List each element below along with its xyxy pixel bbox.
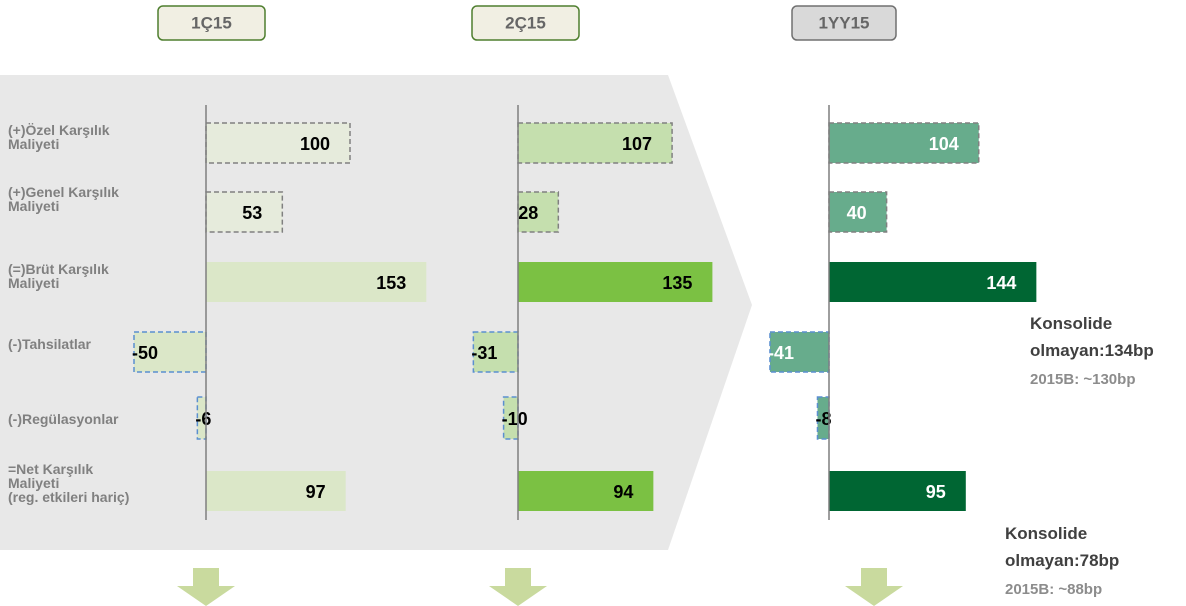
value-label: 40 <box>847 203 867 223</box>
bar <box>205 191 284 233</box>
annotation-note: 2015B: ~130bp <box>1030 371 1135 388</box>
bar <box>196 396 207 440</box>
bar <box>518 262 713 302</box>
bar <box>133 331 207 373</box>
bar <box>769 331 830 373</box>
category-label: (-)Tahsilatlar <box>8 336 92 352</box>
value-label: -6 <box>195 409 211 429</box>
value-label: 100 <box>300 134 330 154</box>
value-label: 135 <box>662 273 692 293</box>
value-label: -8 <box>815 409 831 429</box>
bar <box>518 471 654 511</box>
category-label: (+)Özel Karşılık Maliyeti <box>8 122 110 152</box>
value-label: 95 <box>926 482 946 502</box>
bar <box>829 262 1037 302</box>
value-label: -10 <box>502 409 528 429</box>
panel-title: 1YY15 <box>818 13 869 32</box>
panel-header-box <box>791 5 897 41</box>
down-arrows <box>177 568 903 606</box>
annotation: Konsolide olmayan:78bp <box>1005 524 1119 570</box>
value-label: 28 <box>518 203 538 223</box>
value-label: -41 <box>768 343 794 363</box>
panel-title: 1Ç15 <box>191 13 232 32</box>
category-label: (=)Brüt Karşılık Maliyeti <box>8 261 109 291</box>
annotation: Konsolide olmayan:134bp <box>1030 314 1154 360</box>
value-label: 94 <box>613 482 633 502</box>
category-label: (+)Genel Karşılık Maliyeti <box>8 184 119 214</box>
bar <box>517 191 560 233</box>
value-label: 107 <box>622 134 652 154</box>
panel-title: 2Ç15 <box>505 13 546 32</box>
value-label: -31 <box>471 343 497 363</box>
value-label: -50 <box>132 343 158 363</box>
category-label: =Net Karşılık Maliyeti (reg. etkileri hari… <box>8 461 129 505</box>
value-label: 153 <box>376 273 406 293</box>
value-label: 104 <box>929 134 959 154</box>
bar <box>828 191 888 233</box>
category-label: (-)Regülasyonlar <box>8 411 119 427</box>
value-label: 53 <box>242 203 262 223</box>
bar <box>829 471 966 511</box>
panel-header-box <box>471 5 580 41</box>
background-chevron <box>0 75 752 550</box>
bar <box>206 262 427 302</box>
value-label: 97 <box>306 482 326 502</box>
bar <box>828 122 980 164</box>
value-label: 144 <box>986 273 1016 293</box>
panel-header-box <box>157 5 266 41</box>
annotation-note: 2015B: ~88bp <box>1005 581 1102 598</box>
bar <box>206 471 346 511</box>
